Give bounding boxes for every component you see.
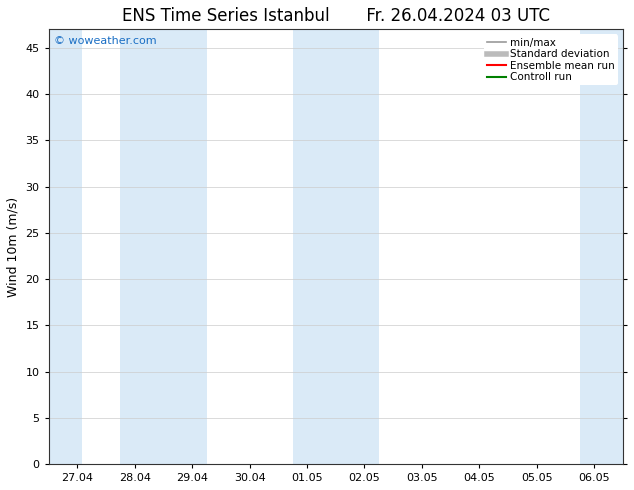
- Title: ENS Time Series Istanbul       Fr. 26.04.2024 03 UTC: ENS Time Series Istanbul Fr. 26.04.2024 …: [122, 7, 550, 25]
- Bar: [293, 29, 379, 464]
- Bar: [49, 29, 82, 464]
- Legend: min/max, Standard deviation, Ensemble mean run, Controll run: min/max, Standard deviation, Ensemble me…: [484, 34, 618, 85]
- Y-axis label: Wind 10m (m/s): Wind 10m (m/s): [7, 196, 20, 297]
- Bar: [120, 29, 207, 464]
- Text: © woweather.com: © woweather.com: [55, 36, 157, 46]
- Bar: [580, 29, 623, 464]
